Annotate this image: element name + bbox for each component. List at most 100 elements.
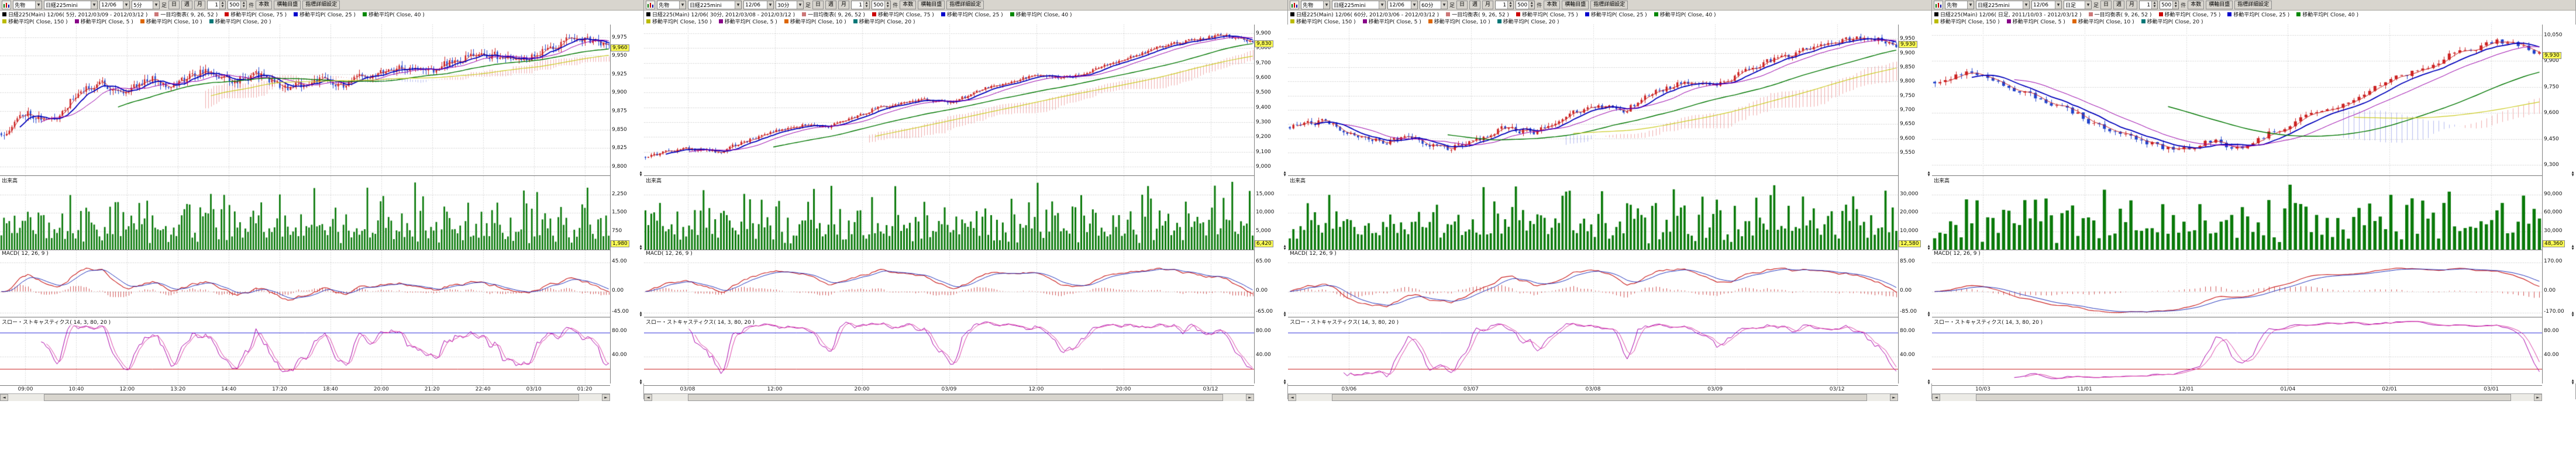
step-input[interactable]: 1 ▲ ▼ bbox=[2139, 1, 2158, 9]
bars-button[interactable]: 本数 bbox=[1544, 1, 1561, 9]
price-canvas[interactable] bbox=[0, 25, 610, 175]
market-select[interactable]: 先物 ▼ bbox=[13, 1, 42, 9]
day-button[interactable]: 日 bbox=[2100, 1, 2112, 9]
macd-chart[interactable]: MACD( 12, 26, 9 ) bbox=[644, 250, 1254, 317]
day-button[interactable]: 日 bbox=[812, 1, 824, 9]
step-input[interactable]: 1 ▲ ▼ bbox=[851, 1, 870, 9]
macd-canvas[interactable] bbox=[1932, 250, 2542, 317]
interval-select[interactable]: 60分 ▼ bbox=[1420, 1, 1448, 9]
week-button[interactable]: 週 bbox=[181, 1, 193, 9]
section-resize-control[interactable]: ▲ ▼ bbox=[2571, 171, 2574, 177]
section-resize-control[interactable]: ▲ ▼ bbox=[1927, 379, 1930, 385]
section-resize-control[interactable]: ▲ ▼ bbox=[639, 379, 642, 385]
price-canvas[interactable] bbox=[1288, 25, 1898, 175]
scroll-left-button[interactable]: ◄ bbox=[644, 394, 652, 401]
volume-canvas[interactable] bbox=[0, 176, 610, 250]
scrollbar-track[interactable] bbox=[1940, 394, 2534, 401]
stochastics-canvas[interactable] bbox=[644, 317, 1254, 385]
symbol-select[interactable]: 日経225mini ▼ bbox=[44, 1, 98, 9]
section-resize-control[interactable]: ▲ ▼ bbox=[639, 311, 642, 317]
scroll-right-button[interactable]: ► bbox=[1890, 394, 1898, 401]
month-button[interactable]: 月 bbox=[194, 1, 206, 9]
month-button[interactable]: 月 bbox=[2126, 1, 2138, 9]
bars-button[interactable]: 本数 bbox=[2188, 1, 2205, 9]
price-chart[interactable] bbox=[1932, 25, 2542, 176]
axis-scale-button[interactable]: 横軸目盛 bbox=[918, 1, 945, 9]
spin-up-icon[interactable]: ▲ bbox=[221, 1, 224, 5]
symbol-select[interactable]: 日経225mini ▼ bbox=[1332, 1, 1386, 9]
price-canvas[interactable] bbox=[1932, 25, 2542, 175]
spin-down-icon[interactable]: ▼ bbox=[865, 5, 868, 8]
section-resize-control[interactable]: ▲ ▼ bbox=[1927, 171, 1930, 177]
stochastics-chart[interactable]: スロー・ストキャスティクス( 14, 3, 80, 20 ) bbox=[644, 317, 1254, 386]
scrollbar-track[interactable] bbox=[652, 394, 1246, 401]
indicator-settings-button[interactable]: 指標詳細設定 bbox=[302, 1, 340, 9]
axis-scale-button[interactable]: 横軸目盛 bbox=[2206, 1, 2233, 9]
stochastics-chart[interactable]: スロー・ストキャスティクス( 14, 3, 80, 20 ) bbox=[0, 317, 610, 386]
macd-canvas[interactable] bbox=[644, 250, 1254, 317]
section-resize-control[interactable]: ▲ ▼ bbox=[1927, 311, 1930, 317]
bars-count-input[interactable]: 500 ▲ ▼ bbox=[2160, 1, 2179, 9]
section-resize-control[interactable]: ▲ ▼ bbox=[1283, 244, 1286, 251]
chart-type-icon[interactable] bbox=[1934, 1, 1943, 9]
macd-chart[interactable]: MACD( 12, 26, 9 ) bbox=[1932, 250, 2542, 317]
stochastics-canvas[interactable] bbox=[0, 317, 610, 385]
section-resize-control[interactable]: ▲ ▼ bbox=[639, 171, 642, 177]
spin-down-icon[interactable]: ▼ bbox=[2153, 5, 2156, 8]
macd-canvas[interactable] bbox=[0, 250, 610, 317]
week-button[interactable]: 週 bbox=[825, 1, 837, 9]
stochastics-chart[interactable]: スロー・ストキャスティクス( 14, 3, 80, 20 ) bbox=[1288, 317, 1898, 386]
interval-select[interactable]: 5分 ▼ bbox=[132, 1, 160, 9]
volume-chart[interactable]: 出来高 bbox=[644, 176, 1254, 250]
month-button[interactable]: 月 bbox=[1482, 1, 1494, 9]
horizontal-scrollbar[interactable]: ◄ ► bbox=[0, 394, 610, 401]
scrollbar-thumb[interactable] bbox=[1975, 394, 2512, 401]
interval-select[interactable]: 30分 ▼ bbox=[776, 1, 804, 9]
macd-canvas[interactable] bbox=[1288, 250, 1898, 317]
month-button[interactable]: 月 bbox=[838, 1, 850, 9]
volume-chart[interactable]: 出来高 bbox=[1932, 176, 2542, 250]
indicator-settings-button[interactable]: 指標詳細設定 bbox=[946, 1, 984, 9]
bars-button[interactable]: 本数 bbox=[900, 1, 917, 9]
scrollbar-thumb[interactable] bbox=[1331, 394, 1868, 401]
section-resize-control[interactable]: ▲ ▼ bbox=[2571, 244, 2574, 251]
section-resize-control[interactable]: ▲ ▼ bbox=[1927, 244, 1930, 251]
price-chart[interactable] bbox=[1288, 25, 1898, 176]
bars-count-input[interactable]: 500 ▲ ▼ bbox=[872, 1, 891, 9]
scroll-left-button[interactable]: ◄ bbox=[1932, 394, 1940, 401]
bars-count-input[interactable]: 500 ▲ ▼ bbox=[1516, 1, 1535, 9]
scroll-right-button[interactable]: ► bbox=[2534, 394, 2542, 401]
bars-count-input[interactable]: 500 ▲ ▼ bbox=[228, 1, 247, 9]
section-resize-control[interactable]: ▲ ▼ bbox=[1283, 311, 1286, 317]
indicator-settings-button[interactable]: 指標詳細設定 bbox=[2234, 1, 2272, 9]
section-resize-control[interactable]: ▲ ▼ bbox=[639, 244, 642, 251]
volume-chart[interactable]: 出来高 bbox=[1288, 176, 1898, 250]
spin-up-icon[interactable]: ▲ bbox=[242, 1, 245, 5]
price-canvas[interactable] bbox=[644, 25, 1254, 175]
horizontal-scrollbar[interactable]: ◄ ► bbox=[1288, 394, 1898, 401]
market-select[interactable]: 先物 ▼ bbox=[657, 1, 686, 9]
symbol-select[interactable]: 日経225mini ▼ bbox=[688, 1, 742, 9]
scrollbar-track[interactable] bbox=[8, 394, 602, 401]
spin-up-icon[interactable]: ▲ bbox=[1530, 1, 1533, 5]
spin-up-icon[interactable]: ▲ bbox=[1509, 1, 1512, 5]
market-select[interactable]: 先物 ▼ bbox=[1945, 1, 1974, 9]
spin-down-icon[interactable]: ▼ bbox=[2174, 5, 2177, 8]
scroll-right-button[interactable]: ► bbox=[602, 394, 610, 401]
spin-down-icon[interactable]: ▼ bbox=[242, 5, 245, 8]
scroll-left-button[interactable]: ◄ bbox=[1288, 394, 1296, 401]
spin-down-icon[interactable]: ▼ bbox=[221, 5, 224, 8]
bars-button[interactable]: 本数 bbox=[256, 1, 273, 9]
stochastics-canvas[interactable] bbox=[1288, 317, 1898, 385]
chart-type-icon[interactable] bbox=[1290, 1, 1299, 9]
scrollbar-thumb[interactable] bbox=[43, 394, 580, 401]
interval-select[interactable]: 日足 ▼ bbox=[2064, 1, 2092, 9]
symbol-select[interactable]: 日経225mini ▼ bbox=[1976, 1, 2030, 9]
week-button[interactable]: 週 bbox=[1469, 1, 1481, 9]
spin-down-icon[interactable]: ▼ bbox=[1509, 5, 1512, 8]
spin-up-icon[interactable]: ▲ bbox=[2153, 1, 2156, 5]
macd-chart[interactable]: MACD( 12, 26, 9 ) bbox=[1288, 250, 1898, 317]
macd-chart[interactable]: MACD( 12, 26, 9 ) bbox=[0, 250, 610, 317]
step-input[interactable]: 1 ▲ ▼ bbox=[1495, 1, 1514, 9]
chart-type-icon[interactable] bbox=[646, 1, 655, 9]
